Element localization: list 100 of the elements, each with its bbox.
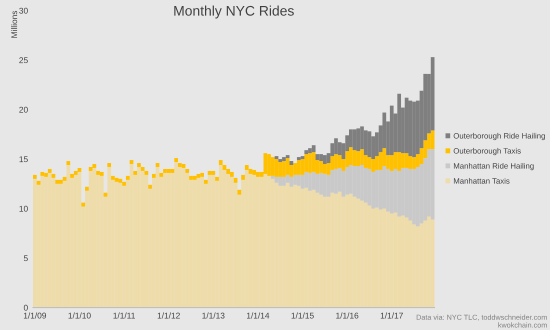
bar bbox=[282, 161, 286, 177]
bar bbox=[222, 165, 226, 170]
bar bbox=[397, 216, 402, 308]
bar bbox=[290, 161, 294, 165]
bar bbox=[33, 178, 37, 308]
y-tick-label: 20 bbox=[19, 106, 28, 113]
bar bbox=[241, 174, 245, 180]
x-tick-label: 1/1/10 bbox=[68, 312, 91, 319]
bar bbox=[322, 164, 327, 174]
bar bbox=[378, 152, 382, 170]
bar bbox=[312, 145, 316, 152]
bar bbox=[156, 163, 160, 167]
bar bbox=[371, 172, 376, 209]
bar bbox=[293, 163, 297, 175]
bar bbox=[375, 156, 379, 170]
y-tick-label: 0 bbox=[24, 304, 28, 311]
x-tick-label: 1/1/09 bbox=[24, 312, 46, 319]
bar bbox=[304, 154, 308, 172]
bar bbox=[338, 142, 342, 156]
bar bbox=[211, 174, 216, 308]
bar bbox=[274, 156, 278, 160]
bar bbox=[133, 170, 138, 175]
bar bbox=[371, 208, 376, 308]
x-tick-label: 1/1/12 bbox=[158, 312, 180, 319]
bar bbox=[278, 159, 282, 162]
bar bbox=[256, 172, 260, 177]
bar bbox=[218, 165, 223, 308]
bar bbox=[70, 174, 74, 178]
bar bbox=[48, 172, 52, 308]
bar bbox=[423, 220, 428, 308]
bar bbox=[290, 176, 294, 187]
bar bbox=[270, 178, 275, 308]
bar bbox=[278, 186, 282, 308]
bar bbox=[304, 188, 308, 308]
bar bbox=[92, 164, 96, 168]
bar bbox=[345, 166, 349, 195]
bar bbox=[159, 172, 164, 177]
bar bbox=[85, 186, 89, 191]
bar bbox=[81, 202, 86, 207]
bar bbox=[178, 163, 182, 167]
bar bbox=[397, 152, 402, 171]
bar bbox=[74, 174, 78, 308]
bar bbox=[278, 162, 282, 177]
bar bbox=[200, 172, 204, 177]
x-tick-label: 1/1/14 bbox=[246, 312, 270, 319]
bar bbox=[204, 180, 208, 184]
bar bbox=[252, 170, 256, 175]
bar bbox=[286, 182, 290, 308]
bar bbox=[278, 176, 282, 186]
bar bbox=[230, 172, 234, 177]
bar bbox=[248, 168, 252, 174]
bar bbox=[282, 176, 286, 186]
bar bbox=[166, 168, 171, 173]
bar bbox=[270, 157, 275, 176]
bar bbox=[286, 158, 290, 175]
bar bbox=[107, 163, 112, 167]
bar bbox=[304, 172, 308, 188]
bar bbox=[356, 151, 360, 166]
bar bbox=[394, 152, 398, 169]
bar bbox=[140, 170, 145, 308]
y-axis-title: Millions bbox=[11, 10, 18, 38]
bar bbox=[322, 155, 327, 164]
bar bbox=[300, 156, 304, 160]
bar bbox=[226, 174, 230, 308]
bar bbox=[312, 172, 316, 190]
bar bbox=[40, 172, 44, 176]
bar bbox=[296, 160, 301, 175]
bar bbox=[397, 94, 402, 152]
bar bbox=[88, 166, 92, 171]
bar bbox=[107, 166, 112, 308]
bar bbox=[182, 164, 186, 168]
bar bbox=[33, 174, 37, 179]
bar bbox=[55, 180, 60, 184]
bar bbox=[382, 208, 386, 308]
bar bbox=[170, 168, 174, 173]
bar bbox=[36, 180, 40, 185]
bar bbox=[408, 156, 412, 169]
bar bbox=[122, 182, 126, 186]
bar bbox=[174, 158, 178, 162]
bar bbox=[200, 176, 204, 308]
bar bbox=[390, 214, 394, 308]
y-tick-label: 10 bbox=[20, 206, 28, 212]
bar bbox=[356, 198, 360, 308]
bar bbox=[334, 138, 338, 154]
bar bbox=[430, 219, 434, 308]
bar bbox=[312, 152, 316, 172]
bar bbox=[319, 161, 323, 173]
bar bbox=[430, 57, 434, 130]
bar bbox=[163, 168, 167, 173]
bar bbox=[308, 148, 312, 154]
bar bbox=[322, 196, 327, 308]
bar bbox=[390, 170, 394, 214]
bar bbox=[59, 180, 63, 184]
bar bbox=[78, 168, 82, 172]
x-tick-label: 1/1/17 bbox=[380, 312, 403, 319]
bar bbox=[114, 182, 119, 308]
bar bbox=[96, 170, 100, 175]
bar bbox=[408, 100, 412, 156]
bar bbox=[137, 163, 141, 167]
bar bbox=[130, 160, 134, 164]
